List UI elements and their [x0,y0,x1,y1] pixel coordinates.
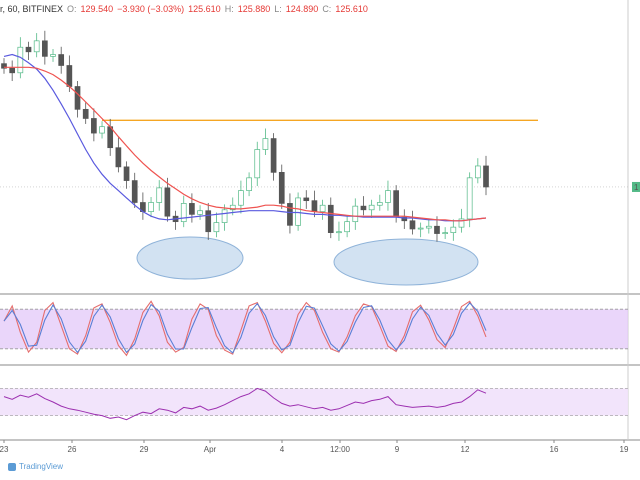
candle-body [344,221,350,233]
open-label: O: [67,4,77,14]
watermark[interactable]: TradingView [8,462,63,471]
candle-body [425,225,432,229]
candle-body [262,138,269,150]
candle-body [42,40,48,57]
x-tick-label: 12:00 [330,445,351,454]
candle-body [50,54,56,57]
candle-body [33,40,40,53]
candle-body [213,222,220,233]
x-tick-label: 23 [0,445,9,454]
candle-body [25,46,32,53]
candle-body [115,147,122,168]
candle-body [368,204,375,211]
candle-body [483,165,489,188]
candle-body [107,126,114,149]
candle-body [303,197,310,202]
open-value: 129.540 [80,4,114,14]
watermark-text: TradingView [19,462,64,471]
candle-body [131,180,138,203]
candle-body [221,209,228,223]
high-value: 125.880 [237,4,271,14]
last-price-label: 1 [634,183,639,192]
candle-body [434,225,440,234]
last-value: 125.610 [335,4,368,14]
low-value: 124.890 [285,4,319,14]
close-value: 125.610 [188,4,221,14]
high-label: H: [224,4,234,14]
candle-body [401,216,408,222]
x-tick-label: 29 [140,445,149,454]
candle-body [91,118,97,134]
candle-body [385,190,391,203]
candle-body [123,166,130,181]
candle-body [327,204,334,233]
candle-body [74,86,81,110]
candle-body [197,210,203,215]
support-ellipse-left [136,236,244,280]
stoch-k-line [3,302,487,354]
x-tick-label: 12 [461,445,470,454]
candle-body [319,204,326,212]
candle-body [393,190,399,218]
candle-body [180,203,187,223]
rsi-band [0,388,628,416]
candle-body [156,187,163,203]
low-label: L: [274,4,282,14]
candle-body [376,202,383,206]
candle-body [417,227,424,230]
stoch-band [0,309,628,349]
x-tick-label: 19 [620,445,629,454]
candle-body [442,232,448,234]
candle-body [1,63,7,69]
x-tick-label: 16 [550,445,559,454]
tradingview-logo-icon [8,462,16,471]
candle-body [229,204,236,211]
x-tick-label: 9 [395,445,400,454]
moving-average-slow-line [3,53,487,222]
change-value: −3.930 (−3.03%) [117,4,185,14]
candle-body [238,190,244,206]
candle-body [246,177,252,191]
x-tick-label: Apr [204,445,217,454]
candle-body [17,46,24,74]
candle-body [409,220,416,230]
candle-body [352,205,359,223]
candle-body [270,138,277,173]
candle-body [474,165,481,179]
candle-body [164,187,171,217]
candle-body [148,202,154,212]
support-ellipse-right [333,238,479,286]
last-label: C: [322,4,332,14]
x-tick-label: 4 [280,445,285,454]
x-tick-label: 26 [68,445,77,454]
candle-body [99,126,105,134]
candle-body [458,218,465,228]
candle-body [311,200,318,212]
candle-body [205,210,212,233]
candle-body [360,205,367,211]
candle-body [295,197,301,226]
candle-body [58,54,65,66]
candle-body [254,149,261,179]
candle-body [189,203,195,215]
stoch-d-line [3,300,487,357]
candle-body [336,231,342,234]
rsi-line [3,387,487,421]
candle-body [466,177,473,220]
candle-body [82,108,89,119]
candle-body [278,172,285,204]
symbol-interval-exchange[interactable]: r, 60, BITFINEX [0,4,64,14]
candle-body [450,226,457,233]
last-price-tag [632,181,640,192]
moving-average-fast-line [4,66,487,222]
candle-body [9,67,16,74]
candle-body [66,65,73,87]
candle-body [287,203,293,226]
chart-header: r, 60, BITFINEX O: 129.540 −3.930 (−3.03… [0,0,368,18]
